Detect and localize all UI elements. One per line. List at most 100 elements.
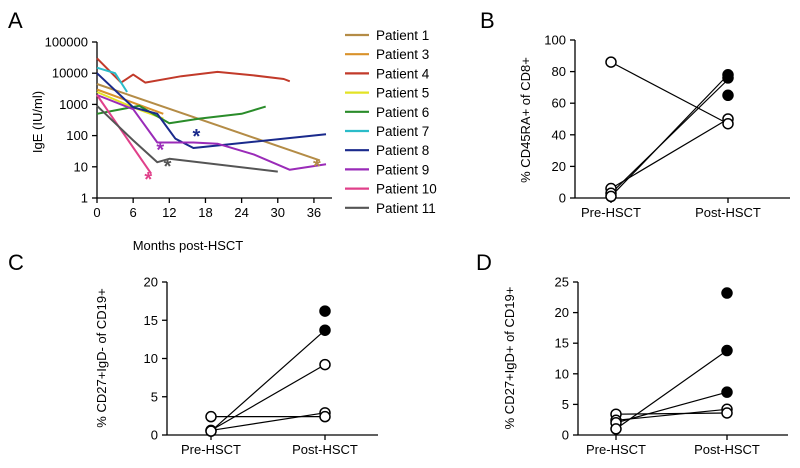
panel-d-point-filled — [721, 344, 733, 357]
panel-b-letter: B — [480, 8, 495, 33]
panel-c-plot-area: 0 5 10 15 20 Pre-HSCT Post-HSCT — [144, 275, 378, 457]
legend-entry: Patient 1 — [376, 28, 429, 43]
panel-a-series-line-5 — [96, 104, 266, 125]
panel-d-plot-area: 0 5 10 15 20 25 Pre-HSCT Post-HSCT — [555, 275, 788, 457]
panel-a-letter: A — [8, 8, 23, 33]
panel-d-x-tick-label: Post-HSCT — [694, 442, 760, 457]
legend-entry: Patient 6 — [376, 105, 429, 120]
panel-b-y-tick-label: 40 — [552, 127, 566, 142]
panel-d-y-tick-label: 10 — [555, 366, 569, 381]
panel-b-y-tick-label: 0 — [559, 191, 566, 206]
panel-a-x-tick-label: 24 — [234, 205, 248, 220]
panel-a-x-tick-label: 36 — [307, 205, 321, 220]
panel-a-series-line-8 — [96, 94, 327, 171]
legend-entry: Patient 8 — [376, 143, 429, 158]
panel-c-cd27-igd-neg-chart: C 0 5 10 15 20 Pre-HSCT Post-HSCT % CD27+IgD- … — [8, 250, 378, 457]
panel-a-series-line-7 — [96, 72, 327, 149]
panel-a-y-axis-title: IgE (IU/ml) — [30, 91, 45, 153]
panel-d-y-axis-title: % CD27+IgD+ of CD19+ — [502, 287, 517, 430]
legend-entry: Patient 7 — [376, 124, 429, 139]
panel-d-paired-line — [615, 391, 728, 424]
panel-b-y-tick-label: 60 — [552, 96, 566, 111]
panel-d-point-open — [721, 407, 733, 419]
panel-c-y-axis-title: % CD27+IgD- of CD19+ — [94, 288, 109, 427]
panel-d-x-tick-label: Pre-HSCT — [586, 442, 646, 457]
significance-star: * — [156, 139, 164, 161]
panel-c-y-tick-label: 5 — [151, 389, 158, 404]
legend-entry: Patient 5 — [376, 86, 429, 101]
panel-b-y-axis-title: % CD45RA+ of CD8+ — [518, 57, 533, 183]
significance-star: * — [144, 169, 152, 191]
panel-d-y-tick-label: 5 — [562, 397, 569, 412]
panel-c-paired-line — [210, 412, 326, 432]
panel-b-point-open — [605, 56, 617, 68]
significance-star: * — [164, 156, 172, 178]
legend-entry: Patient 9 — [376, 162, 429, 177]
legend-entry: Patient 3 — [376, 47, 429, 62]
panel-c-point-open — [319, 410, 331, 423]
significance-star: * — [193, 126, 201, 148]
panel-b-y-tick-label: 80 — [552, 64, 566, 79]
panel-c-y-tick-label: 20 — [144, 275, 158, 290]
panel-a-series-line-1 — [96, 83, 321, 162]
panel-a-series-line-3 — [96, 57, 291, 84]
panel-b-point-filled — [722, 72, 734, 84]
panel-d-point-filled — [721, 287, 733, 299]
legend-entry: Patient 11 — [376, 201, 436, 216]
panel-d-y-tick-label: 15 — [555, 336, 569, 351]
panel-a-x-tick-label: 30 — [271, 205, 285, 220]
panel-a-y-tick-label: 1000 — [59, 97, 88, 112]
panel-a-y-tick-label: 100 — [66, 128, 88, 143]
panel-b-paired-line — [610, 74, 729, 197]
panel-b-x-tick-label: Post-HSCT — [695, 205, 761, 220]
panel-d-point-filled — [721, 386, 733, 398]
panel-b-plot-area: 0 20 40 60 80 100 Pre-HSCT Post-HSCT — [544, 33, 790, 220]
panel-a-x-tick-label: 18 — [198, 205, 212, 220]
panel-b-point-filled — [722, 89, 734, 102]
panel-d-paired-line — [615, 350, 728, 430]
panel-c-y-tick-label: 10 — [144, 351, 158, 366]
panel-a-y-tick-label: 1 — [81, 191, 88, 206]
panel-c-paired-line — [210, 329, 326, 432]
panel-a-y-tick-label: 100000 — [45, 35, 88, 50]
panel-a-legend: Patient 1 Patient 3 Patient 4 Patient 5 Pati… — [345, 28, 437, 216]
panel-b-x-tick-label: Pre-HSCT — [581, 205, 641, 220]
panel-c-point-open — [319, 358, 331, 371]
panel-a-series-line-2 — [96, 88, 164, 115]
panel-c-y-tick-label: 15 — [144, 313, 158, 328]
panel-b-y-tick-label: 20 — [552, 159, 566, 174]
panel-d-letter: D — [476, 250, 492, 275]
panel-d-point-open — [610, 423, 622, 435]
panel-c-y-tick-label: 0 — [151, 428, 158, 443]
panel-b-point-open — [722, 117, 734, 130]
panel-d-paired-line — [615, 408, 728, 421]
panel-c-x-tick-label: Post-HSCT — [292, 442, 358, 457]
panel-d-cd27-igd-pos-chart: D 0 5 10 15 20 25 Pre-HSCT Post-HSCT % CD27+IgD… — [476, 250, 788, 457]
panel-d-paired-line — [615, 412, 728, 415]
panel-d-y-tick-label: 20 — [555, 305, 569, 320]
panel-c-point-filled — [319, 305, 331, 317]
panel-a-series-line-9 — [96, 94, 153, 175]
panel-c-point-filled — [319, 324, 331, 336]
panel-c-paired-line — [210, 364, 326, 431]
panel-a-x-axis-title: Months post-HSCT — [133, 238, 244, 253]
panel-a-x-tick-label: 0 — [93, 205, 100, 220]
panel-b-point-open — [605, 190, 617, 203]
significance-star: * — [313, 156, 321, 178]
panel-a-x-tick-label: 6 — [130, 205, 137, 220]
panel-b-cd45ra-chart: B 0 20 40 60 80 100 Pre-HSCT Post-HSCT % CD45RA… — [480, 8, 790, 220]
panel-a-y-tick-label: 10 — [74, 159, 88, 174]
panel-a-series-line-6 — [96, 66, 128, 93]
panel-d-y-tick-label: 0 — [562, 428, 569, 443]
panel-d-y-tick-label: 25 — [555, 275, 569, 290]
panel-c-letter: C — [8, 250, 24, 275]
panel-c-x-tick-label: Pre-HSCT — [181, 442, 241, 457]
panel-b-paired-line — [610, 61, 729, 125]
panel-c-point-open — [205, 410, 217, 423]
panel-a-x-tick-label: 12 — [162, 205, 176, 220]
panel-c-point-open — [205, 425, 217, 437]
panel-a-y-tick-label: 10000 — [52, 66, 88, 81]
